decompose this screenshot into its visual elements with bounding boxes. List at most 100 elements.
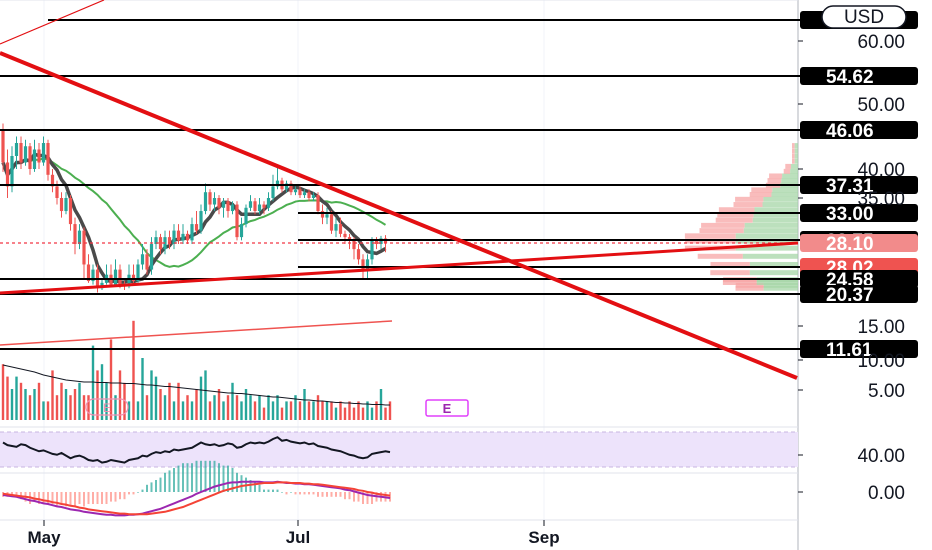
level-badge[interactable]	[800, 270, 918, 288]
event-markers[interactable]: EE	[85, 398, 469, 417]
candle-body[interactable]	[347, 237, 352, 241]
level-badge[interactable]	[800, 67, 918, 85]
candle-body[interactable]	[149, 244, 154, 270]
candle-body[interactable]	[28, 146, 32, 169]
candle-body[interactable]	[145, 254, 149, 270]
candle-body[interactable]	[91, 269, 95, 282]
candle-body[interactable]	[208, 192, 212, 205]
candle-body[interactable]	[221, 201, 226, 208]
candle-body[interactable]	[320, 211, 325, 218]
candle-body[interactable]	[253, 201, 257, 212]
candle-body[interactable]	[46, 143, 50, 175]
candle-body[interactable]	[379, 238, 383, 245]
level-badge[interactable]	[800, 285, 918, 303]
candle-body[interactable]	[361, 259, 365, 270]
candle-body[interactable]	[86, 264, 91, 282]
candle-body[interactable]	[293, 189, 298, 193]
candle-body[interactable]	[185, 233, 190, 241]
candle-body[interactable]	[307, 192, 311, 198]
candle-body[interactable]	[68, 198, 73, 225]
candle-body[interactable]	[365, 259, 370, 270]
current-price-badge[interactable]	[800, 234, 918, 252]
candles[interactable]	[1, 123, 388, 293]
candle-body[interactable]	[212, 198, 217, 205]
candle-body[interactable]	[10, 156, 14, 187]
candle-body[interactable]	[1, 130, 5, 163]
candle-body[interactable]	[37, 149, 41, 163]
candle-body[interactable]	[352, 240, 356, 250]
candle-body[interactable]	[127, 274, 131, 287]
upper-trendline[interactable]	[0, 0, 105, 45]
candle-body[interactable]	[82, 230, 86, 265]
candle-body[interactable]	[302, 192, 307, 196]
level-badge[interactable]	[800, 121, 918, 139]
candle-body[interactable]	[199, 211, 203, 231]
candle-body[interactable]	[203, 192, 208, 212]
candle-body[interactable]	[41, 143, 46, 163]
candle-body[interactable]	[298, 189, 302, 196]
level-badge[interactable]	[800, 340, 918, 358]
candle-body[interactable]	[136, 264, 140, 282]
trendlines[interactable]	[0, 0, 799, 380]
horizontal-levels[interactable]	[0, 19, 800, 350]
candle-body[interactable]	[257, 204, 262, 212]
candle-body[interactable]	[248, 201, 253, 208]
candle-body[interactable]	[266, 198, 271, 208]
candle-body[interactable]	[244, 207, 248, 225]
candle-body[interactable]	[334, 224, 338, 231]
candle-body[interactable]	[356, 249, 361, 260]
earnings-marker[interactable]	[425, 399, 469, 417]
candle-body[interactable]	[230, 204, 235, 212]
candle-body[interactable]	[239, 224, 244, 238]
candle-body[interactable]	[271, 186, 275, 198]
time-axis[interactable]: May Jul Sep	[27, 520, 560, 547]
candle-body[interactable]	[23, 146, 28, 163]
past-earnings-marker[interactable]	[85, 398, 129, 416]
candle-body[interactable]	[343, 233, 347, 238]
candle-body[interactable]	[73, 224, 77, 245]
candle-body[interactable]	[374, 240, 379, 245]
candle-body[interactable]	[262, 204, 266, 208]
ascending-trendline[interactable]	[0, 241, 799, 295]
candle-body[interactable]	[59, 198, 64, 212]
candle-body[interactable]	[5, 162, 10, 187]
candle-body[interactable]	[325, 214, 329, 218]
macd-histogram-bar	[249, 480, 252, 492]
candle-body[interactable]	[167, 237, 172, 245]
candle-body[interactable]	[154, 237, 158, 245]
candle-body[interactable]	[190, 224, 194, 241]
candle-body[interactable]	[140, 254, 145, 265]
volume-profile-down	[792, 143, 795, 149]
candle-body[interactable]	[338, 224, 343, 234]
candle-body[interactable]	[289, 183, 293, 193]
candle-body[interactable]	[19, 143, 23, 163]
candle-body[interactable]	[329, 214, 334, 231]
candle-body[interactable]	[64, 198, 68, 212]
candle-body[interactable]	[181, 233, 185, 241]
candle-body[interactable]	[194, 224, 199, 231]
candle-body[interactable]	[370, 240, 374, 260]
currency-button[interactable]: USD	[821, 5, 907, 29]
candle-body[interactable]	[311, 195, 316, 198]
candle-body[interactable]	[217, 198, 221, 208]
candle-body[interactable]	[275, 180, 280, 187]
candle-body[interactable]	[55, 186, 59, 198]
level-badge[interactable]	[800, 176, 918, 194]
candle-body[interactable]	[113, 269, 118, 285]
candle-body[interactable]	[14, 143, 19, 156]
candle-body[interactable]	[118, 269, 122, 285]
candle-body[interactable]	[77, 230, 82, 245]
candle-body[interactable]	[284, 183, 289, 190]
candle-body[interactable]	[235, 204, 239, 238]
descending-trendline[interactable]	[0, 51, 798, 380]
candle-body[interactable]	[226, 201, 230, 212]
candle-body[interactable]	[50, 174, 55, 187]
candle-body[interactable]	[131, 274, 136, 282]
candle-body[interactable]	[158, 237, 163, 250]
level-badge[interactable]	[800, 204, 918, 222]
candle-body[interactable]	[172, 230, 176, 245]
candle-body[interactable]	[176, 230, 181, 241]
candle-body[interactable]	[316, 195, 320, 212]
candle-body[interactable]	[32, 149, 37, 170]
